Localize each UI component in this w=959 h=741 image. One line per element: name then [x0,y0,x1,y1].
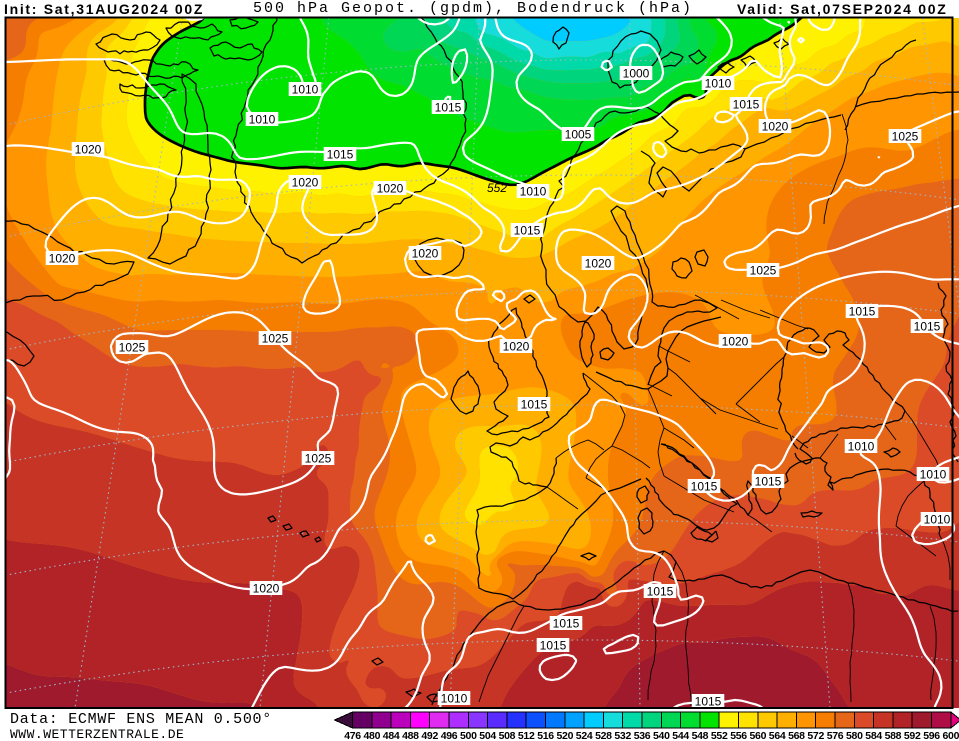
svg-text:528: 528 [595,730,612,741]
svg-text:532: 532 [614,730,631,741]
svg-text:560: 560 [749,730,766,741]
svg-text:600: 600 [942,730,959,741]
svg-text:1010: 1010 [924,512,951,526]
svg-text:520: 520 [556,730,573,741]
svg-text:552: 552 [711,730,728,741]
svg-text:1010: 1010 [520,184,547,198]
svg-text:496: 496 [441,730,458,741]
svg-text:1020: 1020 [49,251,76,265]
svg-text:1020: 1020 [253,581,280,595]
svg-text:1020: 1020 [292,175,319,189]
svg-text:588: 588 [885,730,902,741]
svg-text:480: 480 [363,730,380,741]
svg-text:1010: 1010 [292,82,319,96]
svg-text:552: 552 [487,181,507,195]
svg-text:580: 580 [846,730,863,741]
svg-text:1020: 1020 [762,119,789,133]
svg-text:1000: 1000 [623,66,650,80]
svg-text:1010: 1010 [848,439,875,453]
svg-text:1015: 1015 [849,304,876,318]
svg-text:536: 536 [634,730,651,741]
svg-text:1020: 1020 [585,256,612,270]
svg-text:572: 572 [807,730,824,741]
svg-text:1025: 1025 [892,129,919,143]
svg-text:1015: 1015 [914,319,941,333]
svg-text:576: 576 [827,730,844,741]
svg-text:1010: 1010 [705,76,732,90]
svg-text:1020: 1020 [75,142,102,156]
svg-text:1015: 1015 [695,694,722,708]
svg-text:1015: 1015 [514,223,541,237]
svg-text:516: 516 [537,730,554,741]
svg-text:1015: 1015 [553,616,580,630]
svg-text:1020: 1020 [503,339,530,353]
svg-text:1015: 1015 [733,97,760,111]
svg-text:592: 592 [904,730,921,741]
svg-text:508: 508 [499,730,516,741]
svg-text:512: 512 [518,730,535,741]
svg-text:1015: 1015 [540,638,567,652]
svg-text:596: 596 [923,730,940,741]
svg-text:1015: 1015 [755,474,782,488]
svg-text:544: 544 [672,730,689,741]
svg-text:1025: 1025 [119,340,146,354]
svg-text:1025: 1025 [262,331,289,345]
svg-text:1010: 1010 [249,112,276,126]
svg-text:1005: 1005 [565,127,592,141]
svg-text:584: 584 [865,730,882,741]
svg-text:1015: 1015 [327,147,354,161]
svg-text:1020: 1020 [377,181,404,195]
svg-text:540: 540 [653,730,670,741]
svg-text:488: 488 [402,730,419,741]
svg-text:1015: 1015 [521,397,548,411]
svg-text:568: 568 [788,730,805,741]
svg-text:1025: 1025 [750,263,777,277]
svg-text:504: 504 [479,730,496,741]
svg-text:556: 556 [730,730,747,741]
svg-text:1015: 1015 [647,584,674,598]
svg-text:1025: 1025 [305,451,332,465]
svg-text:492: 492 [421,730,438,741]
svg-text:1015: 1015 [691,479,718,493]
svg-text:548: 548 [692,730,709,741]
svg-text:524: 524 [576,730,593,741]
svg-text:1020: 1020 [722,334,749,348]
svg-text:1015: 1015 [435,100,462,114]
svg-text:1010: 1010 [441,691,468,705]
svg-text:1010: 1010 [920,467,947,481]
svg-text:564: 564 [769,730,786,741]
svg-text:484: 484 [383,730,400,741]
svg-text:500: 500 [460,730,477,741]
svg-text:1020: 1020 [412,246,439,260]
svg-text:476: 476 [344,730,361,741]
